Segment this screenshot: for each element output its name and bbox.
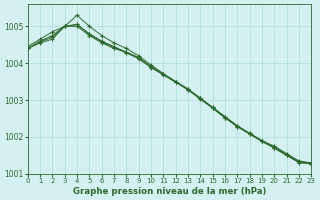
X-axis label: Graphe pression niveau de la mer (hPa): Graphe pression niveau de la mer (hPa) <box>73 187 266 196</box>
